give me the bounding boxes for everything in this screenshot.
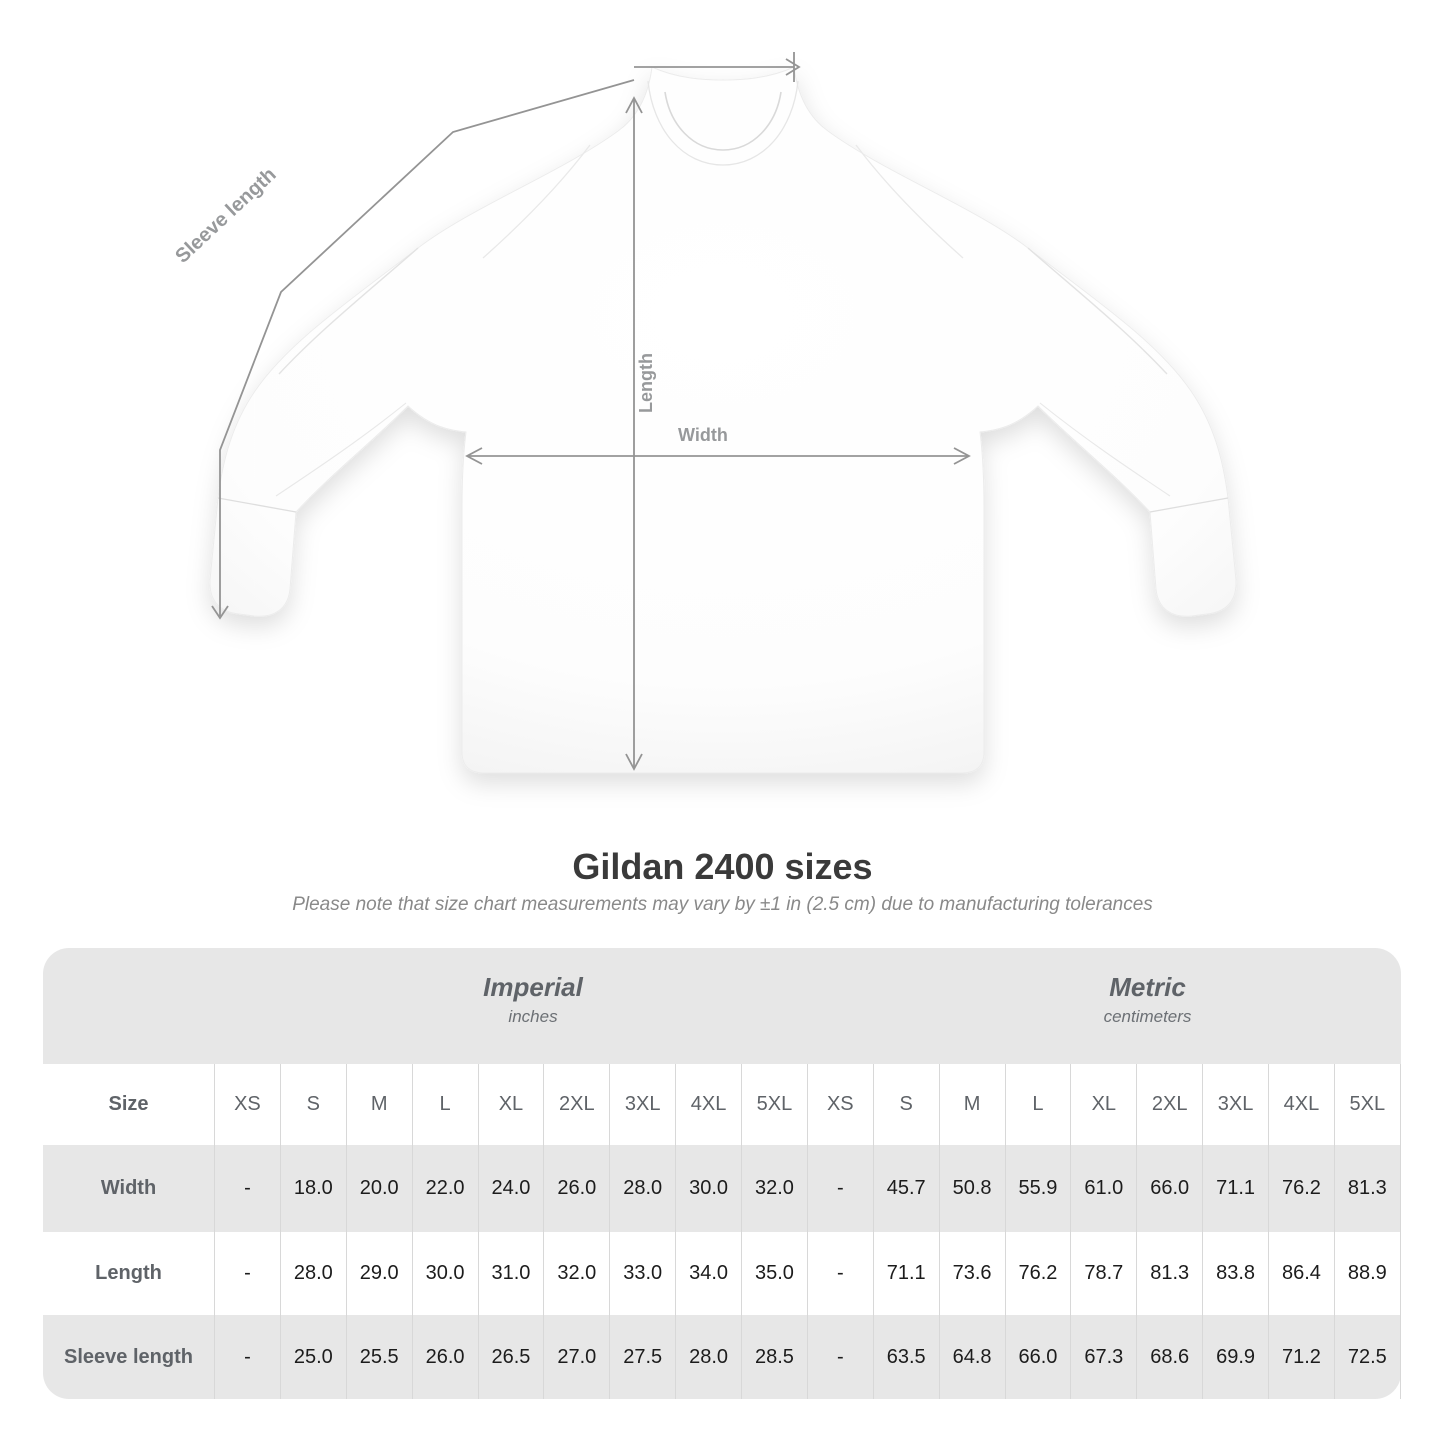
svg-text:Length: Length: [636, 353, 656, 413]
svg-text:Sleeve length: Sleeve length: [171, 164, 280, 268]
svg-text:Width: Width: [678, 425, 728, 445]
